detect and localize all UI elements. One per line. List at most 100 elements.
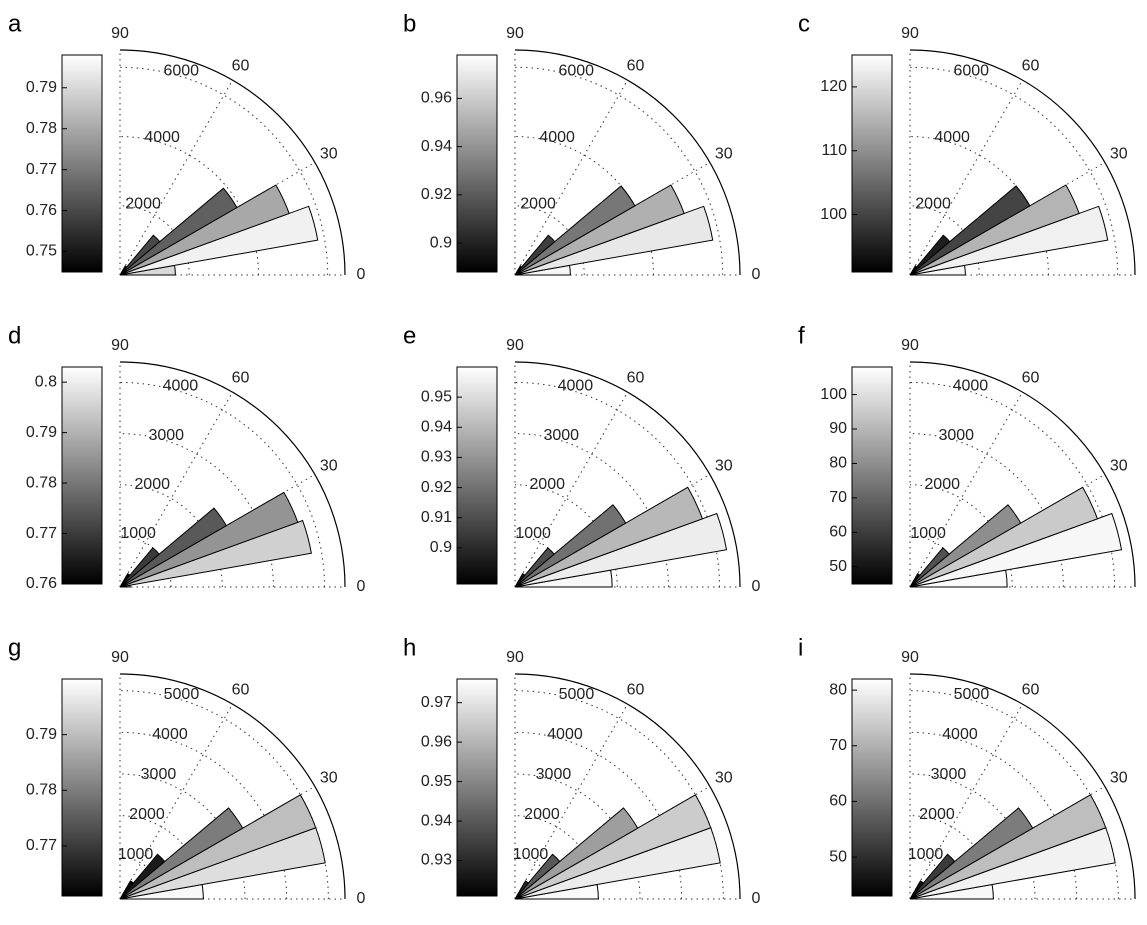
angle-tick-label: 0 <box>357 578 366 595</box>
colorbar-tick-label: 0.79 <box>26 424 57 441</box>
panel-label: g <box>8 634 21 661</box>
angle-tick-label: 60 <box>1022 58 1040 75</box>
outer-arc <box>119 673 346 900</box>
wedge <box>909 807 1034 900</box>
panel: i50607080100020003000400050000306090 <box>798 634 1147 907</box>
angle-tick-label: 90 <box>111 649 129 666</box>
colorbar-tick-label: 0.79 <box>26 79 57 96</box>
panel: a 0.75 0.76 0.77 0.78 0.79 2000 4000 6000 0 30 60 90 <box>8 10 366 283</box>
colorbar-tick-label: 70 <box>829 489 847 506</box>
wedge <box>909 880 925 900</box>
angle-tick-label: 60 <box>627 370 645 387</box>
colorbar-tick-label: 110 <box>821 142 847 159</box>
angle-grid <box>909 79 1023 276</box>
angle-grid <box>514 391 628 588</box>
colorbar-tick-label: 100 <box>820 206 847 223</box>
panel: g 0.77 0.78 0.79 1000 2000 3000 4000 5000 0 30 60 90 <box>8 634 366 907</box>
colorbar-tick-label: 0.9 <box>430 539 452 556</box>
radial-tick-label: 1000 <box>513 846 549 863</box>
wedge <box>514 573 526 588</box>
angle-tick-label: 90 <box>901 337 919 354</box>
wedge <box>909 573 921 588</box>
outer-arc <box>909 673 1136 900</box>
radial-grid <box>514 205 585 276</box>
panel-label: h <box>403 634 416 661</box>
wedge <box>514 807 639 900</box>
colorbar-tick-label: 0.78 <box>26 474 57 491</box>
outer-arc <box>909 49 1136 276</box>
colorbar-tick-label: 0.77 <box>26 525 57 542</box>
wedge <box>514 486 704 588</box>
radial-tick-label: 4000 <box>539 129 575 146</box>
panel: b 0.9 0.92 0.94 0.96 2000 4000 6000 0 30 60 90 <box>403 10 761 283</box>
radial-tick-label: 4000 <box>152 726 188 743</box>
radial-tick-label: 2000 <box>524 806 560 823</box>
panel-label: i <box>798 634 803 661</box>
radial-tick-label: 4000 <box>558 378 594 395</box>
radial-grid <box>909 381 1116 588</box>
wedge <box>119 794 317 900</box>
angle-tick-label: 30 <box>715 146 733 163</box>
angle-grid <box>514 79 628 276</box>
wedge <box>909 265 918 276</box>
panel-label: f <box>798 322 805 349</box>
wedge <box>119 573 131 588</box>
colorbar-tick-label: 0.93 <box>421 852 452 869</box>
wedge <box>909 547 950 588</box>
panel-label: a <box>8 10 22 37</box>
wedge <box>119 491 299 588</box>
colorbar-tick-label: 0.96 <box>421 733 452 750</box>
colorbar <box>456 54 498 273</box>
radial-tick-label: 3000 <box>938 427 974 444</box>
radial-tick-label: 2000 <box>125 196 161 213</box>
radial-tick-label: 3000 <box>141 766 177 783</box>
angle-tick-label: 0 <box>752 578 761 595</box>
angle-tick-label: 30 <box>320 770 338 787</box>
wedge <box>119 807 244 900</box>
angle-tick-label: 30 <box>320 458 338 475</box>
radial-tick-label: 2000 <box>919 806 955 823</box>
angle-tick-label: 30 <box>1110 770 1128 787</box>
angle-tick-label: 60 <box>1022 370 1040 387</box>
wedge <box>119 547 160 588</box>
radial-grid <box>514 136 654 276</box>
colorbar-tick-label: 0.76 <box>26 575 57 592</box>
angle-tick-label: 60 <box>232 682 250 699</box>
radial-tick-label: 6000 <box>163 63 199 80</box>
wedge <box>514 265 523 276</box>
angle-tick-label: 60 <box>232 58 250 75</box>
radial-tick-label: 4000 <box>953 378 989 395</box>
colorbar <box>61 678 103 897</box>
colorbar-tick-label: 0.95 <box>421 773 452 790</box>
colorbar-tick-label: 0.97 <box>421 694 452 711</box>
angle-tick-label: 60 <box>627 58 645 75</box>
colorbar-tick-label: 0.8 <box>35 373 57 390</box>
angle-tick-label: 90 <box>506 337 524 354</box>
colorbar-tick-label: 0.78 <box>26 120 57 137</box>
angle-tick-label: 0 <box>357 890 366 907</box>
colorbar-tick-label: 50 <box>829 848 847 865</box>
angle-tick-label: 30 <box>715 770 733 787</box>
colorbar <box>851 54 893 273</box>
outer-arc <box>514 673 741 900</box>
angle-grid <box>514 703 628 900</box>
radial-grid <box>909 484 1013 588</box>
radial-grid <box>514 484 618 588</box>
radial-tick-label: 1000 <box>118 846 154 863</box>
colorbar-tick-label: 0.92 <box>421 186 452 203</box>
colorbar-tick-label: 0.93 <box>421 449 452 466</box>
angle-tick-label: 90 <box>901 25 919 42</box>
radial-tick-label: 2000 <box>529 476 565 493</box>
angle-tick-label: 90 <box>506 25 524 42</box>
radial-tick-label: 2000 <box>129 806 165 823</box>
colorbar-tick-label: 0.79 <box>26 726 57 743</box>
wedge <box>119 184 290 276</box>
radial-grid <box>514 381 721 588</box>
colorbar-tick-label: 0.75 <box>26 243 57 260</box>
radial-tick-label: 4000 <box>942 726 978 743</box>
radial-tick-label: 5000 <box>559 686 595 703</box>
radial-tick-label: 2000 <box>924 476 960 493</box>
angle-tick-label: 60 <box>627 682 645 699</box>
angle-grid <box>119 391 233 588</box>
